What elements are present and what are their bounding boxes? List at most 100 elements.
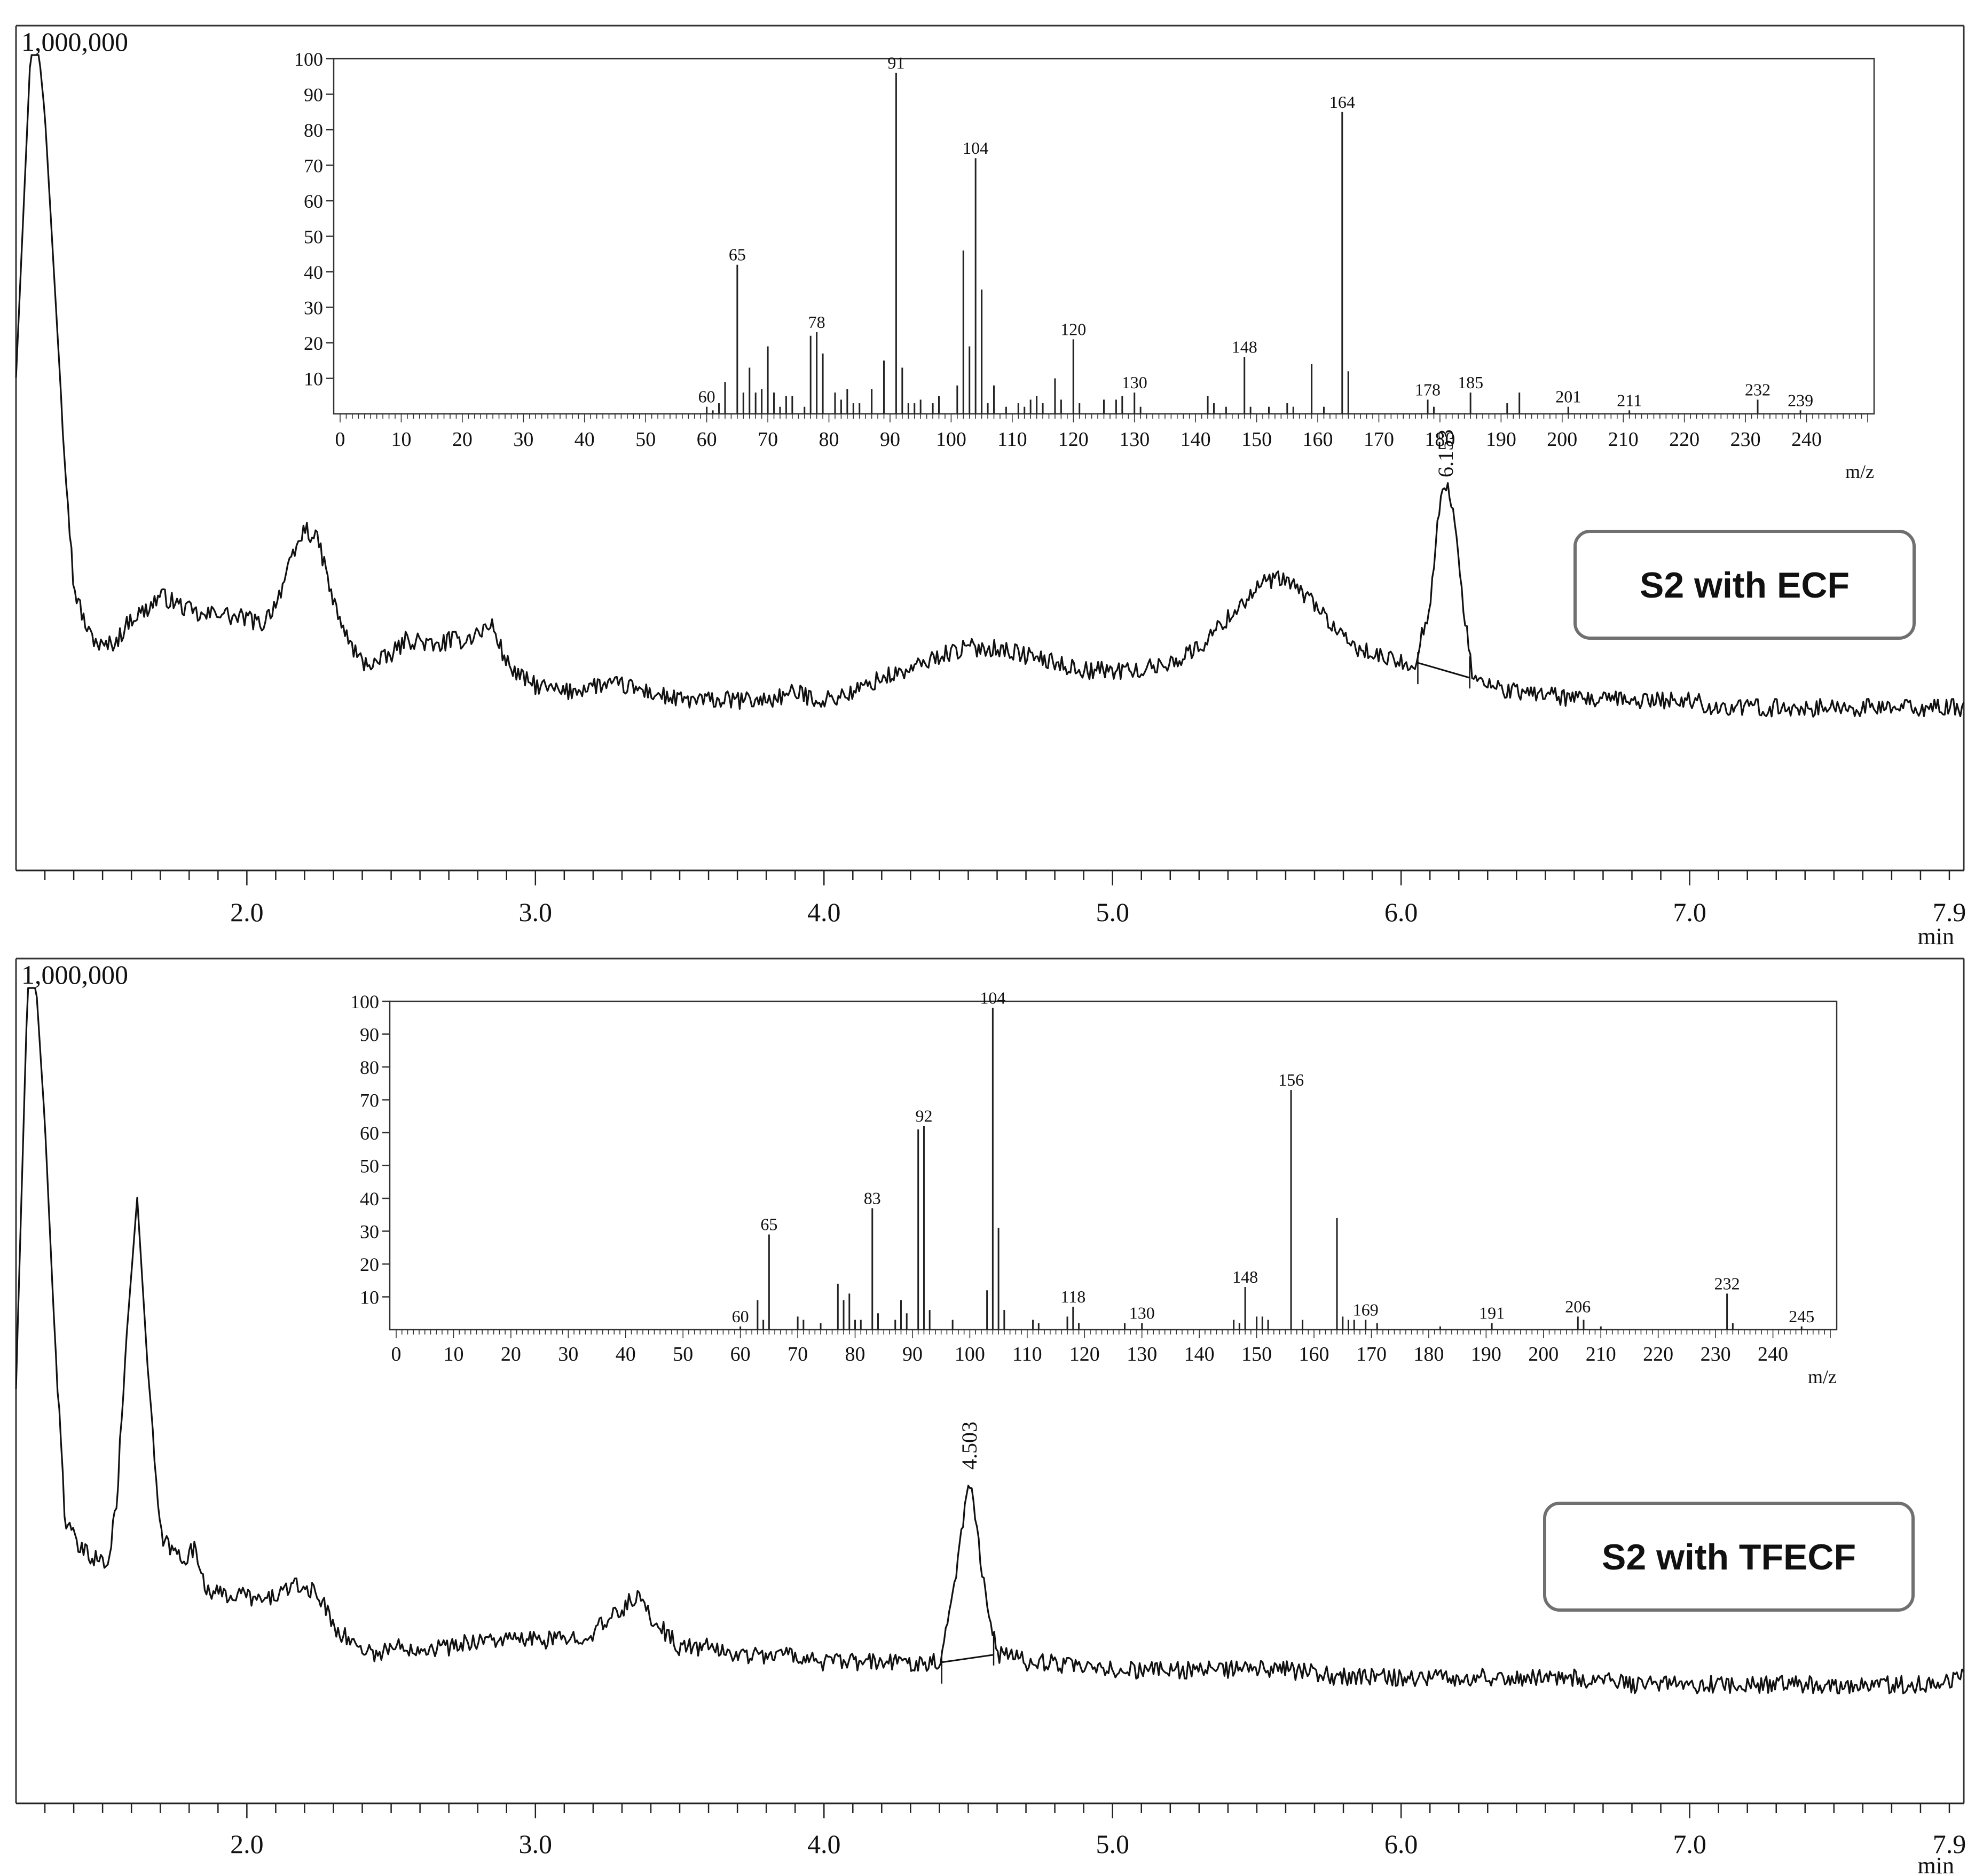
spectrum-peak-label: 92 bbox=[915, 1106, 932, 1126]
spectrum-peak-label: 178 bbox=[1415, 380, 1441, 399]
spectrum-peak-label: 78 bbox=[808, 312, 825, 332]
x-tick-label: 4.0 bbox=[807, 897, 841, 927]
inset-x-tick-label: 80 bbox=[845, 1343, 865, 1365]
inset-x-tick-label: 110 bbox=[997, 428, 1027, 451]
inset-x-axis-label: m/z bbox=[1845, 461, 1874, 482]
sample-label-border bbox=[1573, 530, 1916, 640]
inset-y-tick-label: 80 bbox=[304, 120, 323, 141]
spectrum-peak-label: 185 bbox=[1458, 373, 1483, 392]
x-unit-label: min bbox=[1918, 1853, 1954, 1876]
x-tick-label: 7.9 bbox=[1933, 897, 1966, 927]
x-tick-label: 7.9 bbox=[1933, 1829, 1966, 1859]
chromatogram-trace bbox=[15, 54, 1965, 718]
inset-x-axis-label: m/z bbox=[1808, 1366, 1837, 1387]
spectrum-peak-label: 83 bbox=[864, 1188, 881, 1207]
spectrum-peak-label: 201 bbox=[1555, 387, 1581, 406]
inset-x-tick-label: 180 bbox=[1425, 428, 1455, 451]
inset-x-tick-label: 30 bbox=[558, 1343, 578, 1365]
spectrum-peak-label: 118 bbox=[1060, 1287, 1085, 1306]
inset-x-tick-label: 160 bbox=[1303, 428, 1333, 451]
spectrum-peak-label: 60 bbox=[732, 1307, 749, 1326]
inset-x-tick-label: 190 bbox=[1471, 1343, 1501, 1365]
inset-y-tick-label: 10 bbox=[360, 1287, 379, 1308]
inset-x-tick-label: 160 bbox=[1299, 1343, 1329, 1365]
inset-y-tick-label: 90 bbox=[304, 84, 323, 106]
inset-x-tick-label: 240 bbox=[1791, 428, 1822, 451]
inset-y-tick-label: 30 bbox=[304, 297, 323, 319]
inset-y-tick-label: 50 bbox=[360, 1156, 379, 1177]
sample-label-box: S2 with ECF bbox=[1573, 530, 1916, 640]
inset-y-tick-label: 90 bbox=[360, 1024, 379, 1046]
x-tick-label: 5.0 bbox=[1096, 1829, 1129, 1859]
inset-x-tick-label: 90 bbox=[880, 428, 900, 451]
inset-x-tick-label: 140 bbox=[1184, 1343, 1215, 1365]
inset-x-tick-label: 120 bbox=[1069, 1343, 1100, 1365]
inset-x-tick-label: 200 bbox=[1547, 428, 1577, 451]
spectrum-peak-label: 60 bbox=[698, 387, 715, 406]
inset-x-tick-label: 210 bbox=[1586, 1343, 1616, 1365]
x-tick-label: 4.0 bbox=[807, 1829, 841, 1859]
spectrum-peak-label: 169 bbox=[1353, 1300, 1379, 1320]
spectrum-peak-label: 239 bbox=[1788, 390, 1813, 410]
x-tick-label: 6.0 bbox=[1384, 1829, 1418, 1859]
inset-x-tick-label: 80 bbox=[819, 428, 839, 451]
inset-x-tick-label: 50 bbox=[635, 428, 656, 451]
inset-y-tick-label: 50 bbox=[304, 226, 323, 248]
spectrum-peak-label: 206 bbox=[1565, 1297, 1591, 1316]
inset-x-tick-label: 40 bbox=[616, 1343, 636, 1365]
spectrum-peak-label: 232 bbox=[1714, 1274, 1740, 1293]
spectrum-peak-label: 130 bbox=[1122, 373, 1147, 392]
mass-spectrum-inset: 10 20 30 40 50 60 70 80 90 100 0 10 20 30 40 50 60 70 80 90… bbox=[350, 988, 1838, 1387]
spectrum-peak-label: 120 bbox=[1060, 319, 1086, 339]
x-tick-label: 3.0 bbox=[519, 897, 553, 927]
peak-baseline bbox=[1418, 662, 1470, 679]
spectrum-peak-label: 191 bbox=[1479, 1304, 1505, 1323]
inset-x-tick-label: 100 bbox=[955, 1343, 985, 1365]
sample-label-text: S2 with TFECF bbox=[1602, 1537, 1856, 1577]
spectrum-peak-label: 211 bbox=[1617, 390, 1642, 410]
inset-y-tick-label: 10 bbox=[304, 368, 323, 390]
spectrum-peak-label: 148 bbox=[1232, 337, 1257, 357]
sample-label-text: S2 with ECF bbox=[1640, 565, 1850, 606]
inset-x-tick-label: 180 bbox=[1413, 1343, 1444, 1365]
x-unit-label: min bbox=[1918, 923, 1954, 949]
inset-x-tick-label: 230 bbox=[1730, 428, 1761, 451]
spectrum-peak-label: 148 bbox=[1232, 1267, 1258, 1286]
inset-x-tick-label: 110 bbox=[1012, 1343, 1042, 1365]
inset-x-tick-label: 170 bbox=[1364, 428, 1394, 451]
inset-x-tick-label: 70 bbox=[758, 428, 778, 451]
inset-y-tick-label: 60 bbox=[360, 1123, 379, 1144]
inset-x-tick-label: 230 bbox=[1701, 1343, 1731, 1365]
peak-retention-label: 4.503 bbox=[957, 1422, 981, 1470]
inset-x-tick-label: 210 bbox=[1608, 428, 1639, 451]
inset-x-tick-label: 30 bbox=[513, 428, 533, 451]
inset-y-tick-label: 40 bbox=[360, 1188, 379, 1210]
inset-x-tick-label: 150 bbox=[1241, 1343, 1272, 1365]
x-tick-label: 2.0 bbox=[230, 897, 264, 927]
sample-label-box: S2 with TFECF bbox=[1543, 1502, 1915, 1612]
spectrum-peak-label: 104 bbox=[980, 988, 1005, 1007]
spectrum-peak-label: 130 bbox=[1129, 1304, 1155, 1323]
inset-x-tick-label: 190 bbox=[1486, 428, 1516, 451]
spectrum-peak-label: 156 bbox=[1278, 1070, 1304, 1089]
inset-y-tick-label: 70 bbox=[304, 155, 323, 177]
inset-x-tick-label: 20 bbox=[501, 1343, 521, 1365]
y-max-label: 1,000,000 bbox=[21, 27, 128, 57]
inset-x-tick-label: 50 bbox=[673, 1343, 693, 1365]
chromatogram-trace bbox=[15, 987, 1965, 1694]
inset-x-tick-label: 150 bbox=[1241, 428, 1272, 451]
x-tick-label: 7.0 bbox=[1673, 897, 1706, 927]
inset-frame bbox=[389, 1000, 1838, 1331]
inset-x-tick-label: 120 bbox=[1058, 428, 1089, 451]
x-tick-label: 6.0 bbox=[1384, 897, 1418, 927]
inset-x-tick-label: 40 bbox=[575, 428, 595, 451]
inset-y-tick-label: 100 bbox=[294, 49, 323, 70]
inset-x-tick-label: 0 bbox=[335, 428, 345, 451]
spectrum-peak-label: 65 bbox=[729, 245, 746, 264]
inset-y-tick-label: 40 bbox=[304, 262, 323, 283]
spectrum-peak-label: 232 bbox=[1745, 380, 1770, 399]
sample-label-border bbox=[1543, 1502, 1915, 1612]
